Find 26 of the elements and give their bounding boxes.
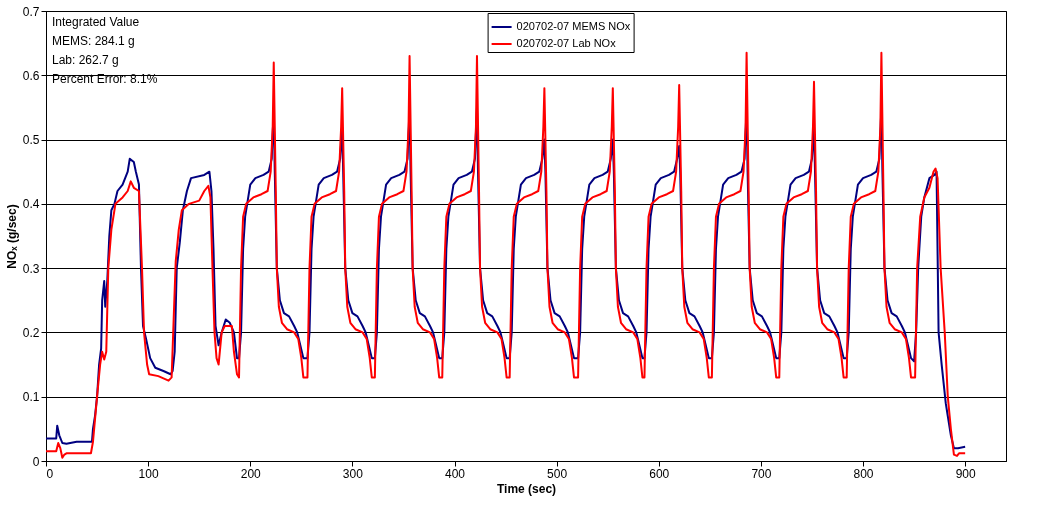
y-tick-label: 0.7	[22, 4, 40, 19]
y-tick-label: 0.4	[22, 197, 40, 212]
annotation: Lab: 262.7 g	[52, 53, 119, 67]
legend-label: 020702-07 MEMS NOx	[516, 20, 631, 32]
x-tick-label: 200	[240, 466, 262, 481]
y-tick-label: 0.3	[22, 261, 40, 276]
x-tick-label: 700	[751, 466, 772, 481]
legend-label: 020702-07 Lab NOx	[516, 37, 617, 49]
x-tick-label: 900	[955, 466, 976, 481]
y-axis-title: NOₓ (g/sec)	[4, 204, 19, 269]
x-axis-title: Time (sec)	[496, 481, 557, 496]
x-tick-label: 400	[445, 466, 466, 481]
y-tick-label: 0	[32, 454, 40, 469]
x-tick-label: 0	[46, 466, 54, 481]
x-tick-label: 800	[853, 466, 874, 481]
x-tick-label: 100	[138, 466, 159, 481]
y-tick-label: 0.2	[22, 325, 40, 340]
x-tick-label: 300	[342, 466, 364, 481]
y-tick-label: 0.1	[22, 390, 40, 405]
annotation: Integrated Value	[52, 15, 140, 29]
y-tick-label: 0.6	[22, 68, 40, 83]
x-tick-label: 600	[649, 466, 670, 481]
x-tick-label: 500	[547, 466, 568, 481]
annotation: MEMS: 284.1 g	[52, 34, 135, 48]
line-series	[45, 51, 967, 459]
y-tick-label: 0.5	[22, 133, 40, 148]
